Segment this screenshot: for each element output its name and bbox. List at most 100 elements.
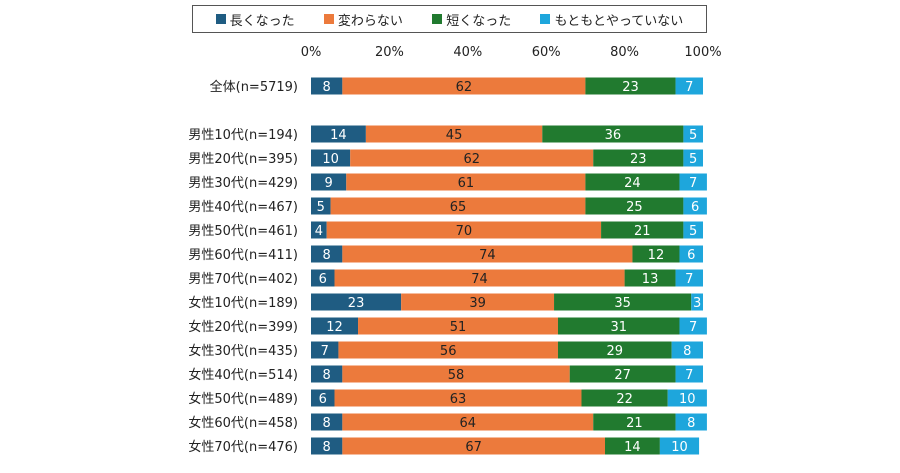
category-label: 女性10代(n=189) — [188, 295, 298, 311]
bar-segment — [358, 317, 558, 335]
data-label: 62 — [456, 80, 473, 95]
bar-segment — [632, 245, 680, 263]
data-label: 23 — [630, 152, 647, 167]
bar-segment — [691, 293, 703, 311]
category-label: 女性50代(n=489) — [188, 391, 298, 407]
bar-segment — [679, 173, 707, 191]
bar-segment — [557, 341, 672, 359]
category-label: 男性20代(n=395) — [188, 152, 298, 167]
data-label: 62 — [463, 152, 480, 167]
data-label: 74 — [479, 248, 496, 263]
bar-segment — [346, 173, 586, 191]
bar-segment — [683, 221, 703, 239]
bar-segment — [311, 125, 366, 143]
data-label: 6 — [319, 392, 327, 407]
data-label: 21 — [626, 416, 643, 431]
data-label: 6 — [319, 272, 327, 287]
bar-segment — [342, 365, 570, 383]
data-label: 7 — [685, 368, 693, 383]
data-label: 5 — [689, 152, 697, 167]
data-label: 70 — [456, 224, 473, 239]
category-label: 全体(n=5719) — [210, 79, 298, 95]
bar-segment — [342, 245, 633, 263]
category-label: 女性40代(n=514) — [188, 367, 298, 383]
bar-segment — [311, 365, 343, 383]
bar-segment — [605, 437, 660, 455]
bar-segment — [311, 197, 331, 215]
data-label: 7 — [321, 344, 329, 359]
x-tick-label: 20% — [375, 45, 404, 60]
legend-label: 短くなった — [446, 13, 512, 29]
data-label: 29 — [607, 344, 624, 359]
category-label: 女性60代(n=458) — [188, 415, 298, 431]
data-label: 7 — [689, 176, 697, 191]
data-label: 14 — [624, 440, 641, 455]
bar-segment — [311, 413, 343, 431]
data-label: 51 — [450, 320, 467, 335]
bar-segment — [679, 245, 703, 263]
legend-swatch — [432, 14, 443, 24]
data-label: 23 — [348, 296, 365, 311]
x-tick-label: 80% — [610, 45, 639, 60]
bar-segment — [667, 389, 707, 407]
data-label: 6 — [691, 200, 699, 215]
bar-segment — [365, 125, 543, 143]
bar-segment — [311, 77, 343, 95]
data-label: 39 — [469, 296, 486, 311]
legend-label: 変わらない — [337, 13, 403, 29]
data-label: 7 — [685, 80, 693, 95]
legend-item: 長くなった — [215, 10, 295, 29]
bar-segment — [554, 293, 692, 311]
data-label: 27 — [614, 368, 631, 383]
bar-segment — [311, 173, 347, 191]
data-label: 61 — [458, 176, 475, 191]
bar-segment — [342, 437, 605, 455]
bar-segment — [675, 365, 703, 383]
data-label: 8 — [323, 416, 331, 431]
data-label: 56 — [440, 344, 457, 359]
category-label: 男性70代(n=402) — [188, 272, 298, 287]
bar-segment — [683, 125, 703, 143]
data-label: 4 — [315, 224, 323, 239]
data-label: 36 — [605, 128, 622, 143]
category-label: 女性20代(n=399) — [188, 319, 298, 335]
legend-item: 短くなった — [432, 10, 511, 29]
bar-segment — [334, 389, 582, 407]
bar-segment — [311, 245, 343, 263]
bar-segment — [683, 149, 703, 167]
bar-segment — [311, 293, 402, 311]
data-label: 12 — [326, 320, 343, 335]
data-label: 10 — [671, 440, 688, 455]
data-label: 58 — [448, 368, 465, 383]
bar-segment — [311, 341, 339, 359]
bar-segment — [585, 77, 676, 95]
bar-segment — [675, 413, 707, 431]
data-label: 65 — [450, 200, 467, 215]
bar-segment — [311, 269, 335, 287]
bar-segment — [311, 437, 343, 455]
bar-segment — [326, 221, 602, 239]
legend: 長くなった 変わらない 短くなった もともとやっていない — [192, 5, 707, 33]
data-label: 3 — [693, 296, 701, 311]
x-tick-label: 100% — [684, 45, 721, 60]
bar-segment — [585, 173, 680, 191]
data-label: 45 — [446, 128, 463, 143]
data-label: 8 — [323, 80, 331, 95]
x-tick-label: 40% — [453, 45, 482, 60]
data-label: 13 — [642, 272, 659, 287]
bar-segment — [311, 149, 351, 167]
bar-segment — [659, 437, 700, 455]
bar-segment — [334, 269, 625, 287]
category-label: 女性30代(n=435) — [188, 343, 298, 359]
data-label: 9 — [324, 176, 332, 191]
data-label: 74 — [471, 272, 488, 287]
bar-segment — [593, 149, 684, 167]
category-label: 男性10代(n=194) — [188, 128, 298, 143]
legend-label: もともとやっていない — [554, 13, 684, 29]
bar-segment — [338, 341, 558, 359]
data-label: 5 — [317, 200, 325, 215]
bar-segment — [342, 413, 594, 431]
data-label: 8 — [323, 440, 331, 455]
legend-label: 長くなった — [229, 13, 295, 29]
data-label: 63 — [450, 392, 467, 407]
